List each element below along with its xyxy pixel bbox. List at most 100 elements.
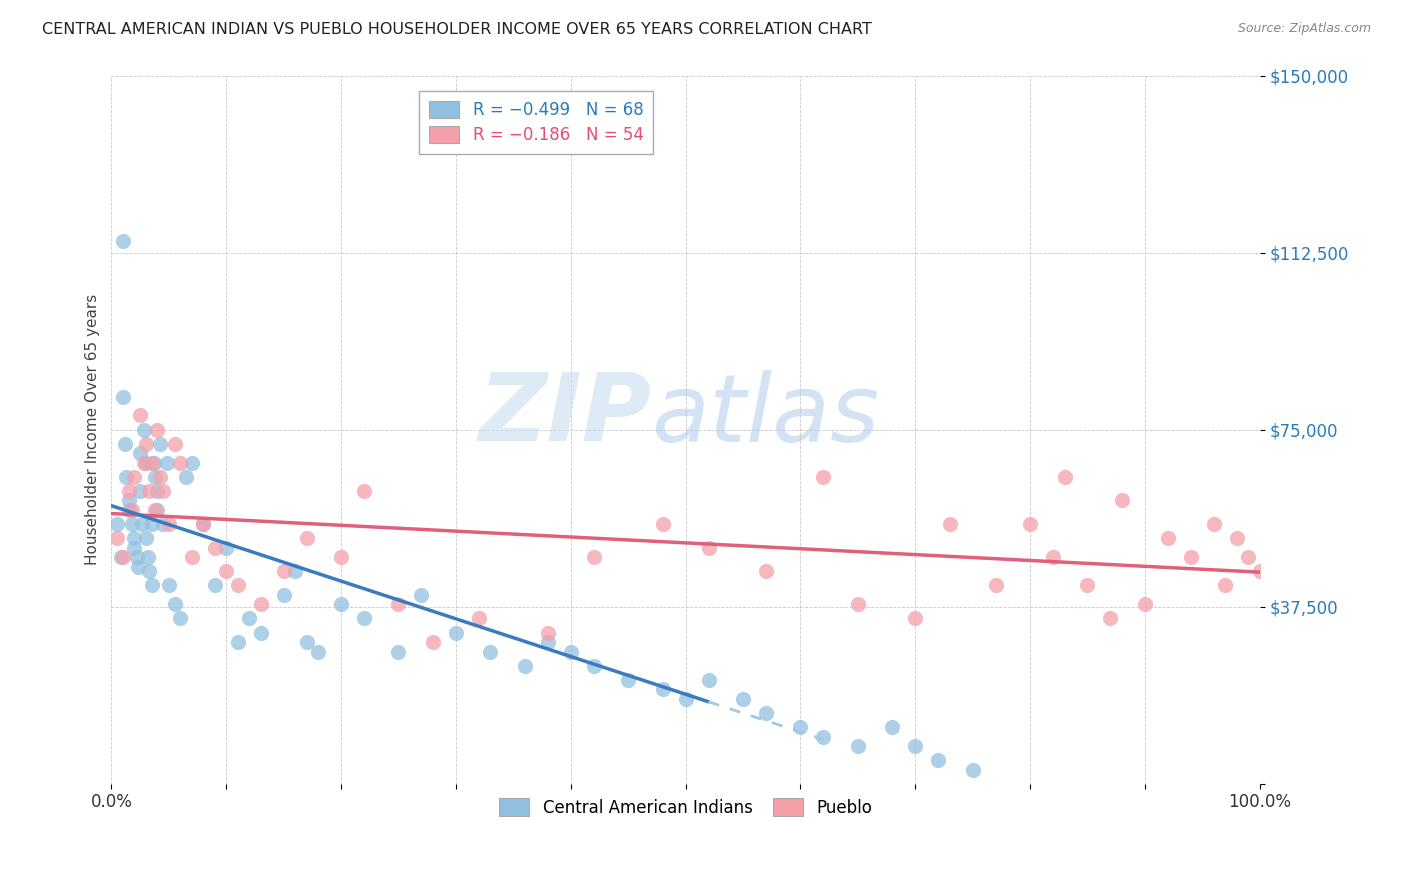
Point <box>984 578 1007 592</box>
Point <box>193 517 215 532</box>
Point <box>157 578 180 592</box>
Point <box>468 611 491 625</box>
Point <box>117 503 139 517</box>
Point <box>1111 493 1133 508</box>
Point <box>124 470 146 484</box>
Point <box>411 588 433 602</box>
Point <box>110 550 132 565</box>
Point <box>129 446 152 460</box>
Point <box>152 517 174 532</box>
Point <box>121 517 143 532</box>
Point <box>135 531 157 545</box>
Point <box>138 564 160 578</box>
Point <box>124 541 146 555</box>
Point <box>169 456 191 470</box>
Point <box>143 470 166 484</box>
Point <box>135 437 157 451</box>
Point <box>135 456 157 470</box>
Point <box>193 517 215 532</box>
Point <box>697 673 720 687</box>
Point <box>141 517 163 532</box>
Point <box>215 564 238 578</box>
Point <box>204 578 226 592</box>
Point <box>422 635 444 649</box>
Point <box>105 517 128 532</box>
Point <box>1213 578 1236 592</box>
Point <box>651 517 673 532</box>
Point <box>284 564 307 578</box>
Point <box>163 597 186 611</box>
Point <box>1099 611 1122 625</box>
Point <box>132 423 155 437</box>
Point <box>155 456 177 470</box>
Point <box>582 658 605 673</box>
Point <box>513 658 536 673</box>
Point <box>353 483 375 498</box>
Point <box>125 550 148 565</box>
Legend: Central American Indians, Pueblo: Central American Indians, Pueblo <box>491 790 880 825</box>
Point <box>755 564 778 578</box>
Point <box>882 720 904 734</box>
Point <box>138 483 160 498</box>
Point <box>675 691 697 706</box>
Point <box>295 635 318 649</box>
Point <box>127 559 149 574</box>
Point <box>330 597 353 611</box>
Point <box>142 456 165 470</box>
Point <box>846 739 869 753</box>
Point <box>238 611 260 625</box>
Point <box>146 423 169 437</box>
Point <box>132 456 155 470</box>
Point <box>904 611 927 625</box>
Point <box>1237 550 1260 565</box>
Point <box>731 691 754 706</box>
Point <box>1157 531 1180 545</box>
Point <box>927 753 949 767</box>
Point <box>755 706 778 720</box>
Point <box>121 503 143 517</box>
Point <box>146 503 169 517</box>
Point <box>114 437 136 451</box>
Point <box>560 644 582 658</box>
Point <box>444 625 467 640</box>
Point <box>111 550 134 565</box>
Point <box>617 673 640 687</box>
Point <box>1019 517 1042 532</box>
Point <box>204 541 226 555</box>
Point <box>117 493 139 508</box>
Point <box>111 234 134 248</box>
Point <box>180 550 202 565</box>
Text: Source: ZipAtlas.com: Source: ZipAtlas.com <box>1237 22 1371 36</box>
Point <box>307 644 329 658</box>
Point <box>115 470 138 484</box>
Text: ZIP: ZIP <box>478 369 651 461</box>
Point <box>215 541 238 555</box>
Point <box>169 611 191 625</box>
Point <box>962 763 984 777</box>
Point <box>353 611 375 625</box>
Point <box>143 503 166 517</box>
Point <box>157 517 180 532</box>
Point <box>111 390 134 404</box>
Point <box>174 470 197 484</box>
Point <box>149 437 172 451</box>
Point <box>479 644 502 658</box>
Point <box>152 483 174 498</box>
Point <box>1202 517 1225 532</box>
Point <box>273 564 295 578</box>
Point <box>1042 550 1064 565</box>
Point <box>131 517 153 532</box>
Point <box>129 409 152 423</box>
Point <box>387 597 409 611</box>
Text: atlas: atlas <box>651 370 879 461</box>
Point <box>813 730 835 744</box>
Point <box>330 550 353 565</box>
Point <box>938 517 960 532</box>
Point <box>146 483 169 498</box>
Text: CENTRAL AMERICAN INDIAN VS PUEBLO HOUSEHOLDER INCOME OVER 65 YEARS CORRELATION C: CENTRAL AMERICAN INDIAN VS PUEBLO HOUSEH… <box>42 22 872 37</box>
Y-axis label: Householder Income Over 65 years: Householder Income Over 65 years <box>86 294 100 566</box>
Point <box>789 720 811 734</box>
Point <box>1249 564 1271 578</box>
Point <box>117 483 139 498</box>
Point <box>163 437 186 451</box>
